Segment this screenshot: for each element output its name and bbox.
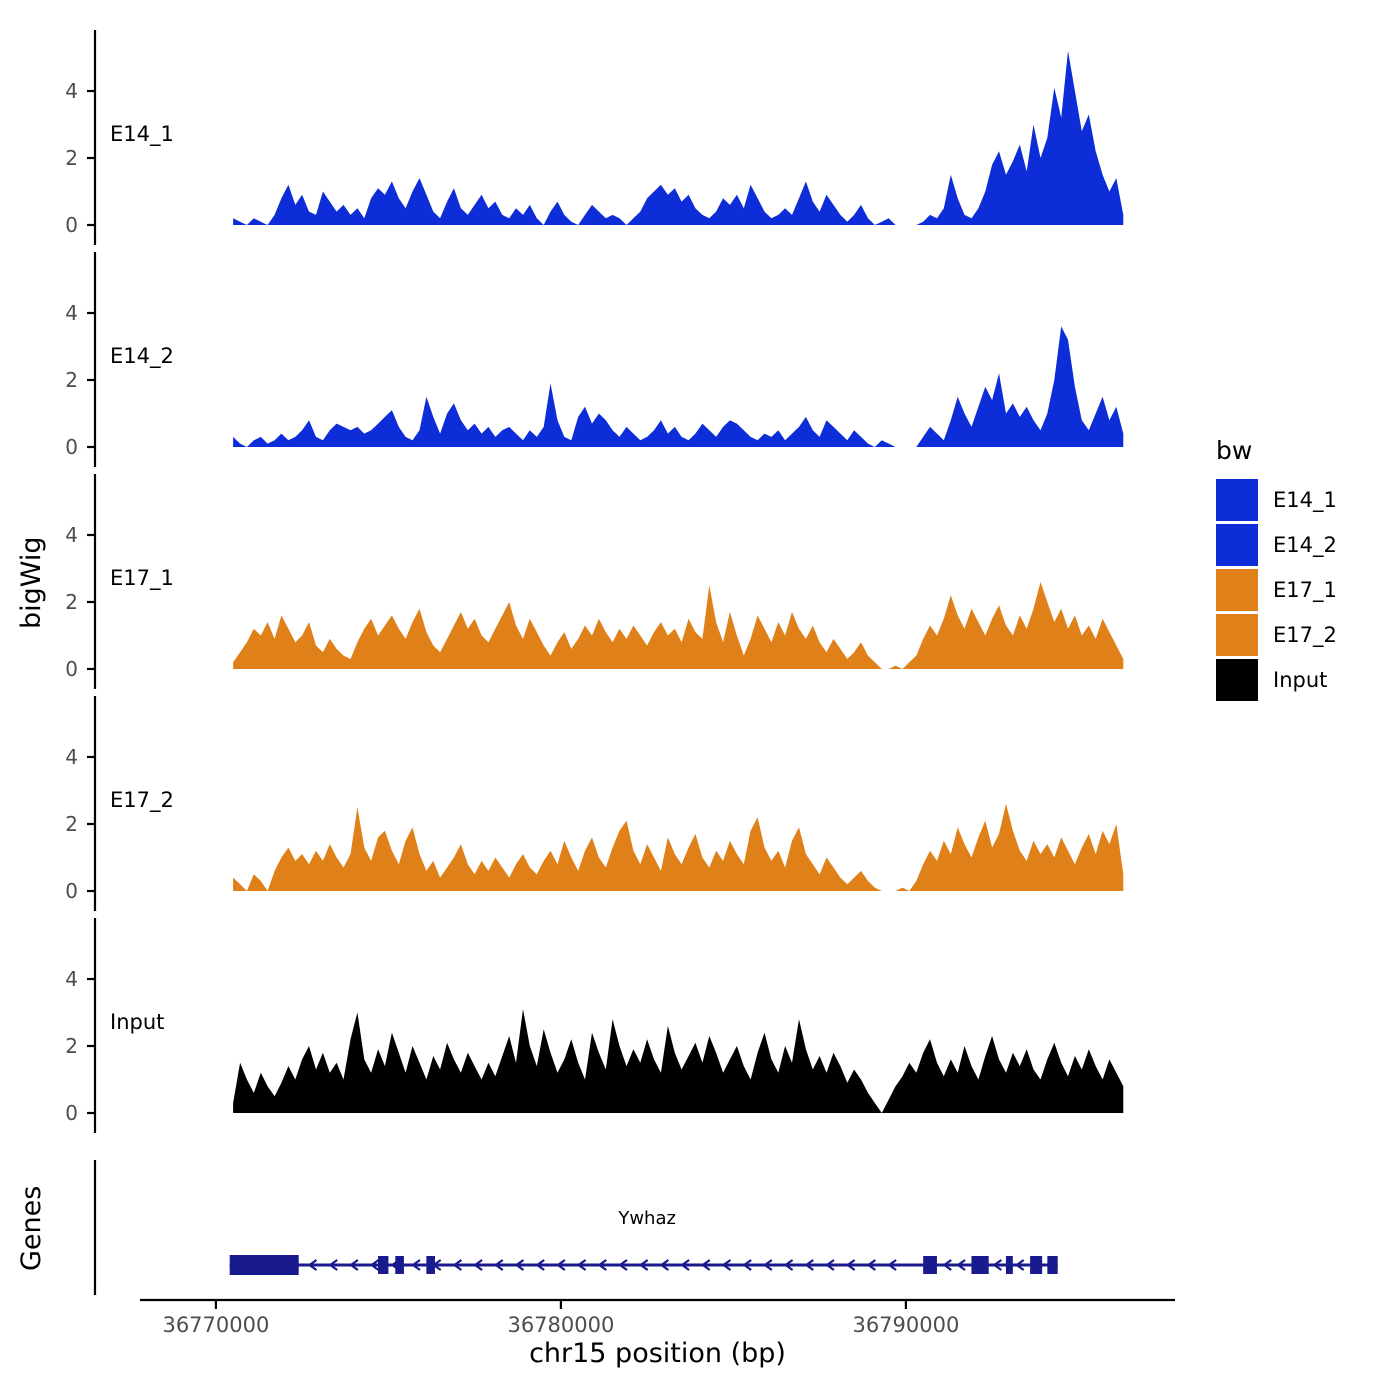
strand-arrow-icon — [307, 1259, 318, 1271]
strand-arrow-icon — [1014, 1259, 1025, 1271]
track-label-E17_2: E17_2 — [110, 788, 174, 813]
legend-key-label: E17_1 — [1273, 578, 1337, 602]
strand-arrow-icon — [680, 1259, 690, 1271]
strand-arrow-icon — [700, 1259, 711, 1271]
strand-arrow-icon — [576, 1259, 587, 1271]
legend-entry-E14_1: E14_1 — [1216, 479, 1337, 521]
track-label-Input: Input — [110, 1010, 164, 1034]
strand-arrow-icon — [992, 1259, 1002, 1271]
strand-arrow-icon — [556, 1259, 566, 1271]
gene-exon — [395, 1256, 404, 1274]
y-tick-label: 0 — [65, 213, 78, 237]
gene-exon — [378, 1256, 389, 1274]
strand-arrow-icon — [956, 1259, 966, 1271]
legend-key-label: E14_2 — [1273, 533, 1337, 557]
legend-key-swatch — [1216, 614, 1258, 656]
legend-title: bw — [1216, 436, 1253, 465]
y-tick-label: 2 — [65, 812, 78, 836]
strand-arrow-icon — [369, 1259, 380, 1271]
signal-area-E14_2 — [233, 326, 1124, 447]
strand-arrow-icon — [328, 1259, 338, 1271]
legend-entry-E14_2: E14_2 — [1216, 524, 1337, 566]
strand-arrow-icon — [721, 1259, 732, 1271]
strand-arrow-icon — [825, 1259, 835, 1271]
track-label-E14_1: E14_1 — [110, 122, 174, 147]
legend: bw E14_1 E14_2 E17_1 E17_2 Input — [1216, 436, 1337, 704]
strand-arrow-icon — [742, 1259, 752, 1271]
legend-entry-E17_2: E17_2 — [1216, 614, 1337, 656]
strand-arrow-icon — [763, 1259, 773, 1271]
strand-arrow-icon — [473, 1259, 483, 1271]
y-tick-label: 0 — [65, 879, 78, 903]
legend-key-label: Input — [1273, 668, 1328, 692]
strand-arrow-icon — [638, 1259, 649, 1271]
gene-exon — [923, 1256, 937, 1274]
gene-exon — [229, 1255, 299, 1275]
gene-name-label: Ywhaz — [617, 1208, 676, 1229]
y-tick-label: 2 — [65, 590, 78, 614]
strand-arrow-icon — [618, 1259, 628, 1271]
strand-arrow-icon — [783, 1259, 794, 1271]
signal-area-E17_1 — [233, 581, 1124, 669]
strand-arrow-icon — [866, 1259, 877, 1271]
x-tick-label: 36790000 — [852, 1313, 959, 1337]
legend-entry-Input: Input — [1216, 659, 1337, 701]
y-tick-label: 4 — [65, 523, 78, 547]
strand-arrow-icon — [804, 1259, 814, 1271]
y-tick-label: 0 — [65, 435, 78, 459]
legend-key-swatch — [1216, 479, 1258, 521]
strand-arrow-icon — [535, 1259, 545, 1271]
strand-arrow-icon — [597, 1259, 607, 1271]
strand-arrow-icon — [514, 1259, 525, 1271]
signal-area-E14_1 — [233, 50, 1124, 225]
strand-arrow-icon — [411, 1259, 421, 1271]
strand-arrow-icon — [493, 1259, 504, 1271]
signal-area-Input — [233, 1009, 1124, 1113]
y-axis-title-bigwig: bigWig — [16, 536, 47, 629]
gene-exon — [1005, 1256, 1013, 1274]
gene-exon — [1030, 1256, 1043, 1274]
strand-arrow-icon — [349, 1259, 359, 1271]
y-tick-label: 2 — [65, 368, 78, 392]
y-tick-label: 4 — [65, 301, 78, 325]
y-axis-title-genes: Genes — [16, 1185, 47, 1271]
track-label-E14_2: E14_2 — [110, 344, 174, 369]
legend-key-label: E14_1 — [1273, 488, 1337, 512]
legend-entries: E14_1 E14_2 E17_1 E17_2 Input — [1216, 479, 1337, 701]
y-tick-label: 4 — [65, 967, 78, 991]
y-tick-label: 2 — [65, 1034, 78, 1058]
x-axis-title: chr15 position (bp) — [529, 1338, 786, 1369]
legend-entry-E17_1: E17_1 — [1216, 569, 1337, 611]
y-tick-label: 2 — [65, 146, 78, 170]
x-tick-label: 36770000 — [162, 1313, 269, 1337]
y-tick-label: 4 — [65, 745, 78, 769]
strand-arrow-icon — [887, 1259, 897, 1271]
track-label-E17_1: E17_1 — [110, 566, 174, 591]
strand-arrow-icon — [452, 1259, 463, 1271]
gene-exon — [971, 1256, 989, 1274]
legend-key-swatch — [1216, 524, 1258, 566]
legend-key-label: E17_2 — [1273, 623, 1337, 647]
y-tick-label: 4 — [65, 79, 78, 103]
strand-arrow-icon — [942, 1259, 952, 1271]
y-tick-label: 0 — [65, 657, 78, 681]
legend-key-swatch — [1216, 569, 1258, 611]
x-tick-label: 36780000 — [507, 1313, 614, 1337]
y-tick-label: 0 — [65, 1101, 78, 1125]
legend-key-swatch — [1216, 659, 1258, 701]
strand-arrow-icon — [845, 1259, 856, 1271]
gene-exon — [426, 1256, 435, 1274]
strand-arrow-icon — [659, 1259, 670, 1271]
gene-exon — [1047, 1256, 1058, 1274]
signal-area-E17_2 — [233, 803, 1124, 891]
